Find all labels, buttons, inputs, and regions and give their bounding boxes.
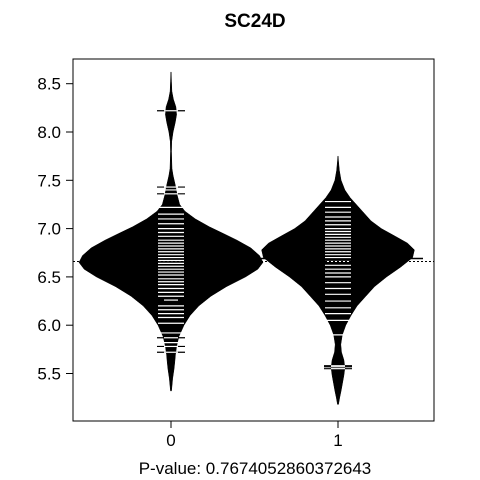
beans-layer bbox=[78, 71, 423, 405]
bean-1 bbox=[253, 155, 423, 405]
y-tick-label: 5.5 bbox=[37, 365, 61, 384]
bean-0 bbox=[78, 71, 264, 392]
y-tick-label: 8.0 bbox=[37, 123, 61, 142]
y-tick-label: 6.5 bbox=[37, 268, 61, 287]
bean-density-0 bbox=[78, 71, 264, 392]
y-axis: 5.5 6.0 6.5 7.0 7.5 8.0 8.5 bbox=[37, 75, 73, 384]
x-tick-label: 0 bbox=[166, 431, 175, 450]
bean-density-1 bbox=[261, 155, 415, 405]
chart-title: SC24D bbox=[224, 11, 285, 32]
y-tick-label: 6.0 bbox=[37, 316, 61, 335]
y-tick-label: 7.5 bbox=[37, 171, 61, 190]
plot-frame bbox=[72, 58, 435, 422]
x-tick-label: 1 bbox=[333, 431, 342, 450]
y-tick-label: 8.5 bbox=[37, 75, 61, 94]
y-tick-label: 7.0 bbox=[37, 220, 61, 239]
x-axis-label: P-value: 0.7674052860372643 bbox=[139, 459, 372, 478]
